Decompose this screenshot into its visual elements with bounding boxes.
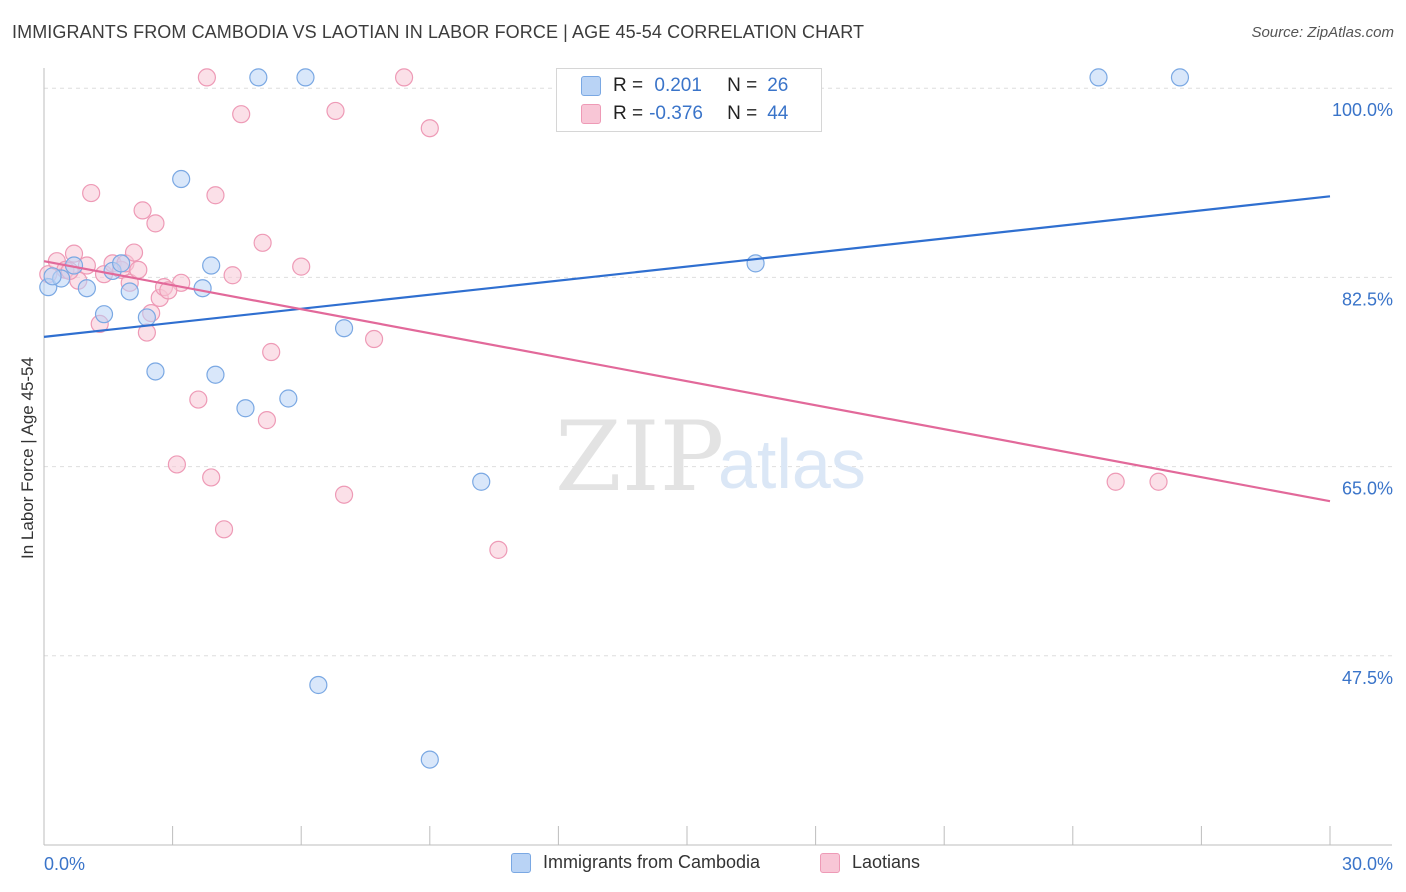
gridlines	[44, 87, 1392, 657]
trend-lines	[43, 195, 1331, 503]
watermark-atlas: atlas	[718, 425, 866, 503]
cambodia-point	[193, 279, 212, 298]
cambodia-point	[206, 365, 225, 384]
watermark-zip: ZIP	[555, 401, 724, 513]
legend-swatch-laotian	[581, 104, 601, 124]
legend-n-label: N =	[727, 103, 758, 124]
laotian-points	[39, 68, 1168, 559]
cambodia-point	[94, 305, 114, 324]
series-legend-laotian-label: Laotians	[852, 852, 921, 872]
cambodia-point	[420, 750, 439, 769]
legend-n-value-laotian: 44	[767, 103, 789, 124]
laotian-point	[202, 468, 221, 487]
laotian-point	[292, 257, 311, 276]
laotian-point	[262, 342, 281, 362]
cambodia-point	[77, 279, 96, 298]
legend-r-label: R =	[613, 103, 644, 124]
watermark: ZIP atlas	[555, 401, 866, 513]
laotian-point	[167, 455, 186, 474]
laotian-point	[124, 243, 144, 262]
y-tick-label: 65.0%	[1342, 479, 1393, 499]
chart-title: IMMIGRANTS FROM CAMBODIA VS LAOTIAN IN L…	[12, 22, 865, 42]
laotian-point	[133, 201, 152, 220]
cambodia-points	[39, 68, 1190, 769]
laotian-point	[146, 214, 165, 233]
x-tick-label: 30.0%	[1342, 854, 1393, 874]
laotian-point	[214, 520, 234, 539]
laotian-point	[223, 266, 242, 285]
laotian-point	[364, 329, 384, 349]
laotian-point	[197, 68, 216, 87]
laotian-point	[1149, 472, 1168, 491]
cambodia-point	[202, 256, 221, 275]
cambodia-point	[172, 169, 191, 189]
legend-row-laotian: R = -0.376 N = 44	[581, 101, 788, 127]
cambodia-point	[309, 675, 328, 695]
x-tick-label: 0.0%	[44, 854, 85, 874]
y-tick-label: 82.5%	[1342, 289, 1393, 309]
legend-r-value-laotian: -0.376	[649, 103, 703, 124]
cambodia-point	[472, 472, 491, 491]
y-tick-label: 47.5%	[1342, 668, 1393, 688]
series-legend-cambodia-label: Immigrants from Cambodia	[543, 852, 761, 872]
laotian-point	[232, 105, 251, 124]
cambodia-point	[279, 389, 298, 408]
cambodia-point	[137, 308, 156, 327]
legend-r-label: R =	[613, 75, 644, 96]
correlation-legend: R = 0.201 N = 26 R = -0.376 N = 44	[556, 68, 822, 132]
laotian-point	[394, 68, 414, 87]
legend-n-value-cambodia: 26	[767, 75, 789, 96]
series-legend-cambodia: Immigrants from Cambodia	[511, 852, 760, 873]
series-legend-laotian: Laotians	[820, 852, 920, 873]
series-swatch-laotian	[820, 852, 840, 873]
cambodia-point	[236, 399, 255, 418]
legend-row-cambodia: R = 0.201 N = 26	[581, 73, 788, 99]
legend-r-value-cambodia: 0.201	[649, 75, 702, 96]
legend-swatch-cambodia	[581, 76, 601, 96]
source-label: Source: ZipAtlas.com	[1251, 24, 1394, 41]
laotian-trend-line	[43, 260, 1331, 503]
y-tick-label: 100.0%	[1332, 100, 1393, 120]
series-swatch-cambodia	[511, 852, 531, 873]
laotian-point	[189, 390, 208, 409]
cambodia-trend-line	[43, 195, 1331, 338]
laotian-point	[489, 540, 508, 559]
cambodia-point	[1170, 68, 1190, 87]
legend-n-label: N =	[727, 75, 758, 96]
laotian-point	[253, 233, 272, 252]
laotian-point	[257, 411, 277, 430]
laotian-point	[326, 101, 345, 121]
cambodia-point	[120, 282, 139, 301]
tick-labels: 100.0% 82.5% 65.0% 47.5% 0.0% 30.0%	[44, 100, 1393, 874]
cambodia-point	[296, 68, 315, 87]
cambodia-point	[334, 319, 354, 338]
cambodia-point	[249, 68, 268, 87]
cambodia-point	[146, 362, 165, 381]
axes	[43, 68, 1392, 846]
laotian-point	[129, 260, 148, 279]
laotian-point	[206, 186, 225, 205]
cambodia-point	[43, 267, 62, 286]
laotian-point	[420, 119, 439, 138]
laotian-point	[334, 485, 354, 504]
laotian-point	[82, 183, 101, 203]
cambodia-point	[112, 254, 131, 273]
laotian-point	[1106, 472, 1125, 491]
series-legend: Immigrants from Cambodia Laotians	[0, 852, 1406, 878]
cambodia-point	[1089, 68, 1108, 87]
